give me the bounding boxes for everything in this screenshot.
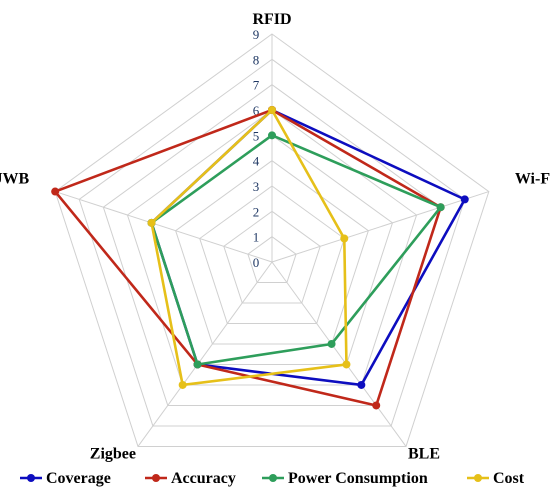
tick-label-2: 2 — [253, 204, 260, 219]
axis-label-rfid: RFID — [252, 11, 291, 28]
axis-label-uwb: UWB — [0, 171, 29, 188]
point-power-consumption-ble — [327, 339, 336, 348]
grid-ring-8 — [78, 58, 466, 427]
series-layer — [51, 106, 469, 410]
tick-label-1: 1 — [253, 230, 260, 245]
grid-ring-6 — [126, 109, 418, 386]
legend-label-cost: Cost — [493, 470, 525, 487]
radial-tick-labels: 0 1 2 3 4 5 6 7 8 9 — [253, 27, 260, 270]
series-line-accuracy — [53, 108, 442, 407]
point-power-consumption-wi-fi — [436, 203, 445, 212]
legend-item-power-consumption: Power Consumption — [262, 470, 428, 487]
axis-labels: RFID Wi-Fi BLE Zigbee UWB — [0, 11, 550, 462]
tick-label-9: 9 — [253, 27, 260, 42]
legend-item-cost: Cost — [467, 470, 525, 487]
point-coverage-wi-fi — [460, 195, 469, 204]
radar-grid — [54, 33, 490, 447]
point-accuracy-uwb — [51, 187, 60, 196]
spoke-zigbee — [137, 261, 273, 447]
tick-label-0: 0 — [253, 255, 260, 270]
axis-label-ble: BLE — [408, 445, 440, 462]
point-cost-ble — [342, 360, 351, 369]
legend-label-power-consumption: Power Consumption — [288, 470, 428, 487]
tick-label-7: 7 — [253, 78, 260, 93]
grid-ring-7 — [102, 84, 442, 406]
point-cost-uwb — [147, 218, 156, 227]
tick-label-5: 5 — [253, 128, 260, 143]
grid-ring-9 — [54, 33, 490, 447]
legend-swatch-marker-power-consumption — [269, 474, 277, 482]
point-power-consumption-zigbee — [193, 360, 202, 369]
legend-label-accuracy: Accuracy — [171, 470, 236, 487]
legend-label-coverage: Coverage — [46, 470, 111, 487]
legend: Coverage Accuracy Power Consumption Cost — [20, 470, 525, 487]
spoke-uwb — [55, 191, 273, 263]
point-accuracy-ble — [372, 401, 381, 410]
legend-item-accuracy: Accuracy — [145, 470, 236, 487]
tick-label-8: 8 — [253, 52, 260, 67]
grid-ring-3 — [199, 185, 345, 324]
point-cost-zigbee — [178, 380, 187, 389]
point-cost-wi-fi — [340, 234, 349, 243]
tick-label-6: 6 — [253, 103, 260, 118]
axis-label-zigbee: Zigbee — [90, 445, 136, 462]
series-cost — [147, 106, 351, 389]
series-line-power-consumption — [150, 134, 442, 366]
legend-swatch-marker-coverage — [27, 474, 35, 482]
legend-item-coverage: Coverage — [20, 470, 111, 487]
point-power-consumption-rfid — [268, 131, 276, 140]
grid-ring-4 — [175, 160, 369, 345]
tick-label-4: 4 — [253, 154, 260, 169]
legend-swatch-marker-cost — [474, 474, 482, 482]
spoke-wi-fi — [271, 191, 489, 263]
axis-label-wi-fi: Wi-Fi — [515, 171, 550, 188]
grid-ring-2 — [223, 210, 321, 304]
grid-ring-1 — [247, 236, 297, 283]
spoke-ble — [271, 261, 407, 447]
radar-spokes — [55, 34, 489, 447]
legend-swatch-marker-accuracy — [152, 474, 160, 482]
tick-label-3: 3 — [253, 179, 260, 194]
series-line-cost — [150, 108, 348, 387]
point-cost-rfid — [268, 106, 276, 114]
point-coverage-ble — [357, 380, 366, 389]
